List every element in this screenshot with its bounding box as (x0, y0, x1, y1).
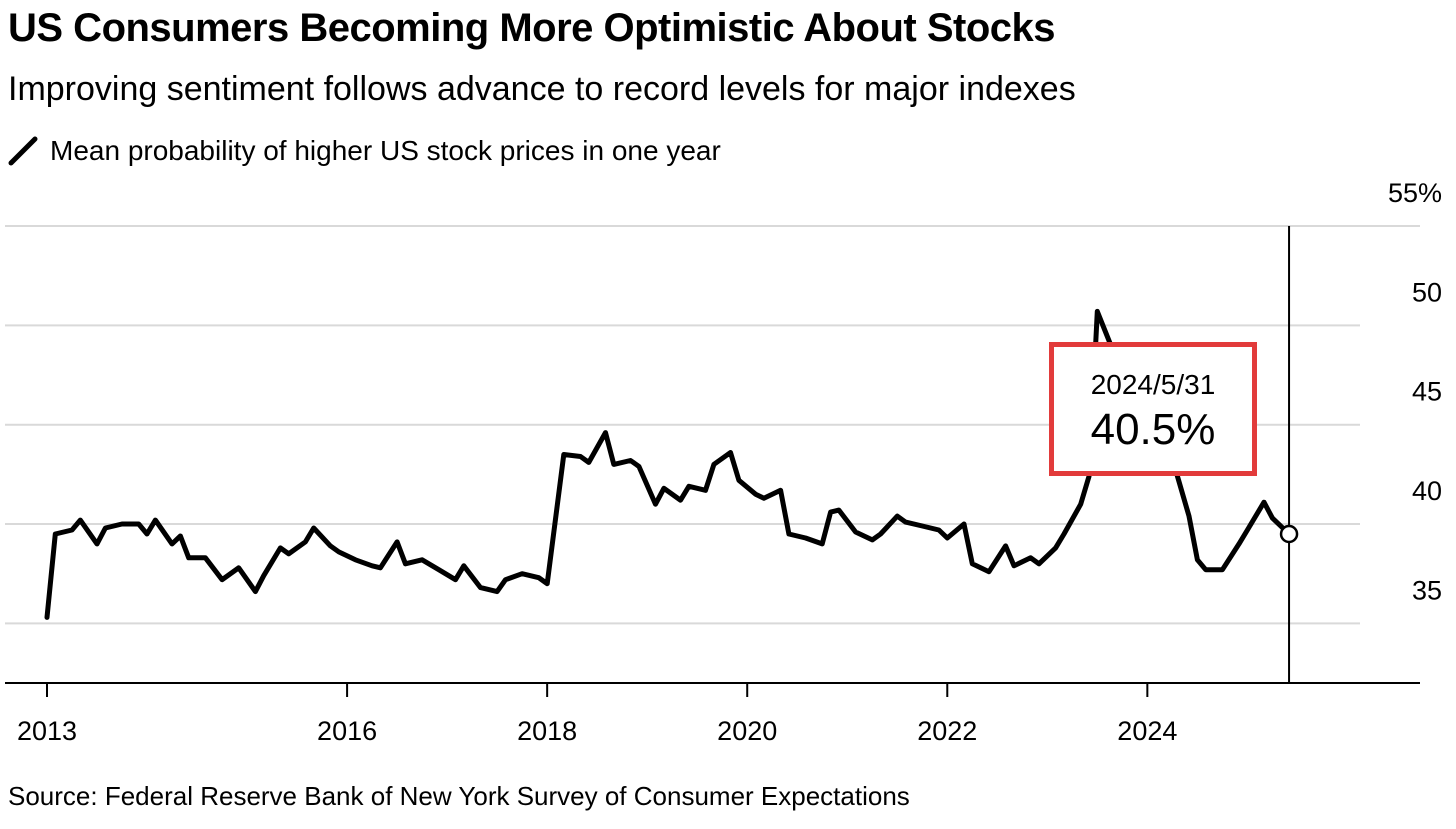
y-tick-label: 45 (1412, 377, 1442, 407)
x-tick-label: 2020 (717, 716, 777, 746)
x-tick-label: 2024 (1117, 716, 1177, 746)
annotation-value: 40.5% (1090, 405, 1216, 454)
legend-label: Mean probability of higher US stock pric… (50, 135, 721, 166)
source-note: Source: Federal Reserve Bank of New York… (8, 781, 910, 811)
latest-value-marker (1279, 524, 1299, 544)
x-axis-ticks: 2013 2016 2018 2020 2022 2024 (17, 683, 1177, 746)
y-tick-label: 40 (1412, 476, 1442, 506)
annotation-date: 2024/5/31 (1090, 369, 1216, 400)
chart-title: US Consumers Becoming More Optimistic Ab… (8, 6, 1056, 50)
legend: Mean probability of higher US stock pric… (8, 135, 721, 167)
legend-line-icon (8, 136, 38, 166)
x-tick-label: 2016 (317, 716, 377, 746)
annotation-box: 2024/5/31 40.5% (1049, 342, 1257, 476)
y-tick-label: 50 (1412, 277, 1442, 307)
gridlines (5, 225, 1420, 625)
x-tick-label: 2013 (17, 716, 77, 746)
y-axis-ticks: 55% 50 45 40 35 (1388, 178, 1442, 605)
y-tick-label: 35 (1412, 575, 1442, 605)
y-tick-label: 55% (1388, 178, 1442, 208)
x-tick-label: 2022 (917, 716, 977, 746)
chart-subtitle: Improving sentiment follows advance to r… (8, 70, 1076, 108)
series-line (44, 308, 1292, 620)
x-tick-label: 2018 (517, 716, 577, 746)
